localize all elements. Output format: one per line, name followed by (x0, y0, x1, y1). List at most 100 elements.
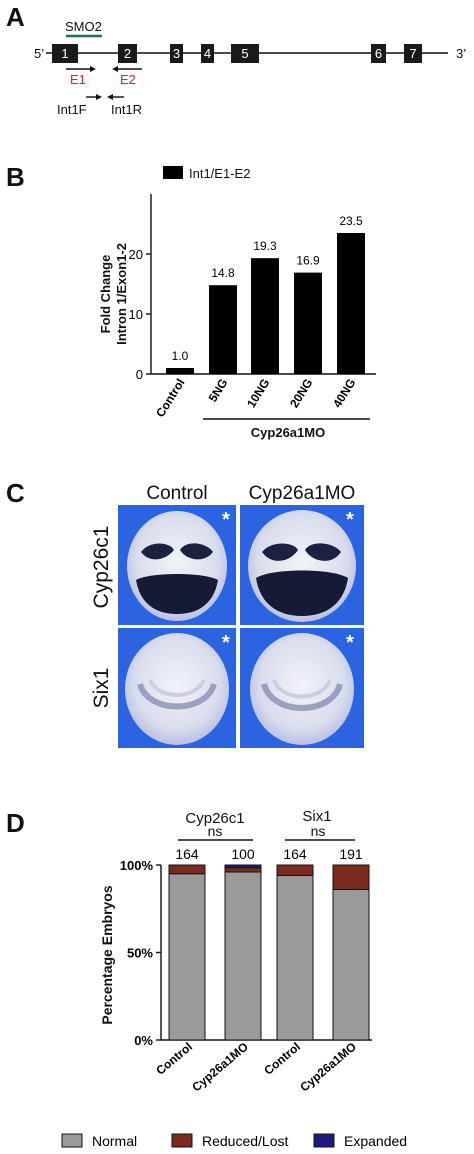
exon-group: 1 2 3 4 5 6 7 (52, 44, 422, 63)
d-bar-3-reduced-lost (332, 864, 370, 890)
primer-int1f: Int1F (57, 94, 102, 117)
y-ticks: 0 10 20 (129, 247, 151, 382)
column-label-mo: Cyp26a1MO (249, 483, 356, 504)
exon-label-1: 1 (61, 46, 68, 61)
image-control-six1: * (118, 628, 236, 748)
sig2-label: ns (311, 823, 326, 839)
panel-b: B Int1/E1-E2 Fold Change Intron 1/Exon1-… (6, 162, 376, 440)
d-bar-1-normal (224, 871, 262, 1041)
group2-label: Six1 (302, 808, 331, 825)
panel-c: C Control Cyp26a1MO Cyp26c1 Six1 * (6, 478, 364, 748)
exon-6 (371, 44, 386, 63)
panel-a-label: A (6, 2, 25, 32)
d-bar-3-normal (332, 889, 370, 1041)
x-tick-label-0: Control (153, 376, 187, 420)
d-bar-2-normal (276, 875, 314, 1041)
d-bar-0-normal (168, 873, 206, 1041)
x-tick-labels: Control 5NG 10NG 20NG 40NG (153, 376, 358, 420)
legend-label-1: Reduced/Lost (202, 1133, 289, 1149)
y-axis-title-line2: Intron 1/Exon1-2 (114, 243, 129, 345)
d-x-tick-label-2: Control (261, 1040, 303, 1078)
y-tick-label-1: 10 (129, 307, 143, 322)
column-label-control: Control (146, 483, 207, 504)
image-mo-six1: * (240, 628, 364, 748)
d-y-tick-label-1: 50% (127, 946, 153, 961)
bar-3 (294, 272, 322, 374)
row-label-cyp26c1: Cyp26c1 (90, 526, 113, 609)
legend-label: Int1/E1-E2 (189, 166, 250, 181)
exon-label-6: 6 (375, 46, 382, 61)
group1-label: Cyp26c1 (185, 810, 244, 827)
x-tick-label-4: 40NG (330, 376, 358, 410)
d-n-label-0: 164 (175, 846, 199, 862)
data-label-3: 16.9 (296, 254, 320, 268)
d-stacked-bars: 164 100 164 191 (168, 846, 370, 1041)
exon-3 (170, 44, 183, 63)
d-x-tick-label-3: Cyp26a1MO (297, 1040, 359, 1095)
data-label-1: 14.8 (211, 266, 235, 280)
image-control-cyp26c1: * (118, 505, 236, 625)
exon-label-5: 5 (241, 46, 248, 61)
d-n-label-2: 164 (283, 846, 307, 862)
primer-e1-label: E1 (70, 72, 86, 87)
panel-d-label: D (6, 808, 25, 838)
primer-int1r-label: Int1R (111, 102, 142, 117)
exon-label-2: 2 (124, 46, 131, 61)
bars: 1.0 14.8 19.3 16.9 23.5 (166, 214, 365, 374)
legend-label-2: Expanded (344, 1133, 407, 1149)
d-bar-1-expanded (224, 864, 262, 869)
data-label-0: 1.0 (172, 349, 189, 363)
bar-2 (251, 258, 279, 374)
d-y-ticks: 0% 50% 100% (120, 858, 161, 1048)
legend-swatch-1 (171, 1133, 193, 1148)
exon-5 (231, 44, 259, 63)
legend-swatch (163, 166, 183, 179)
panel-a: A 5’ 3’ SMO2 1 2 3 4 5 6 7 E1 E2 Int1F Int1R (6, 2, 466, 117)
d-y-axis-title: Percentage Embryos (99, 885, 115, 1024)
d-bar-0-reduced-lost (168, 864, 206, 875)
bar-1 (209, 285, 237, 374)
legend-swatch-2 (313, 1133, 335, 1148)
primer-int1f-label: Int1F (57, 102, 87, 117)
d-legend: Normal Reduced/Lost Expanded (61, 1133, 407, 1149)
star-2: * (346, 509, 354, 531)
d-n-label-1: 100 (231, 846, 255, 862)
panel-c-label: C (6, 478, 25, 508)
x-tick-label-1: 5NG (206, 376, 231, 404)
morpholino-label: SMO2 (65, 19, 102, 34)
d-n-label-3: 191 (339, 846, 363, 862)
bar-4 (337, 233, 365, 374)
d-y-tick-label-0: 0% (134, 1033, 153, 1048)
y-axis-title-line1: Fold Change (98, 255, 113, 334)
primer-int1r: Int1R (107, 94, 142, 117)
d-x-tick-label-0: Control (153, 1040, 195, 1078)
x-tick-label-2: 10NG (244, 376, 272, 410)
data-label-2: 19.3 (253, 239, 277, 253)
d-x-tick-label-1: Cyp26a1MO (189, 1040, 251, 1095)
exon-2 (118, 44, 137, 63)
exon-label-4: 4 (204, 46, 211, 61)
primer-e2: E2 (112, 66, 142, 87)
bar-0 (166, 368, 194, 374)
star-4: * (346, 632, 354, 654)
panel-d: D Cyp26c1 ns Six1 ns Percentage Embryos … (6, 808, 407, 1149)
d-y-tick-label-2: 100% (120, 858, 154, 873)
y-axis-title: Fold Change Intron 1/Exon1-2 (98, 243, 129, 345)
sig1-label: ns (208, 823, 223, 839)
exon-4 (201, 44, 214, 63)
exon-label-3: 3 (173, 46, 180, 61)
exon-1 (52, 44, 78, 63)
legend-swatch-0 (61, 1133, 83, 1148)
y-tick-label-2: 20 (129, 247, 143, 262)
d-bar-2-reduced-lost (276, 864, 314, 876)
star-1: * (222, 509, 230, 531)
primer-e1: E1 (66, 66, 96, 87)
group-label: Cyp26a1MO (251, 425, 325, 440)
exon-label-7: 7 (409, 46, 416, 61)
star-3: * (222, 632, 230, 654)
d-bar-1-reduced-lost (224, 867, 262, 873)
primer-e2-label: E2 (120, 72, 136, 87)
legend-label-0: Normal (92, 1133, 137, 1149)
